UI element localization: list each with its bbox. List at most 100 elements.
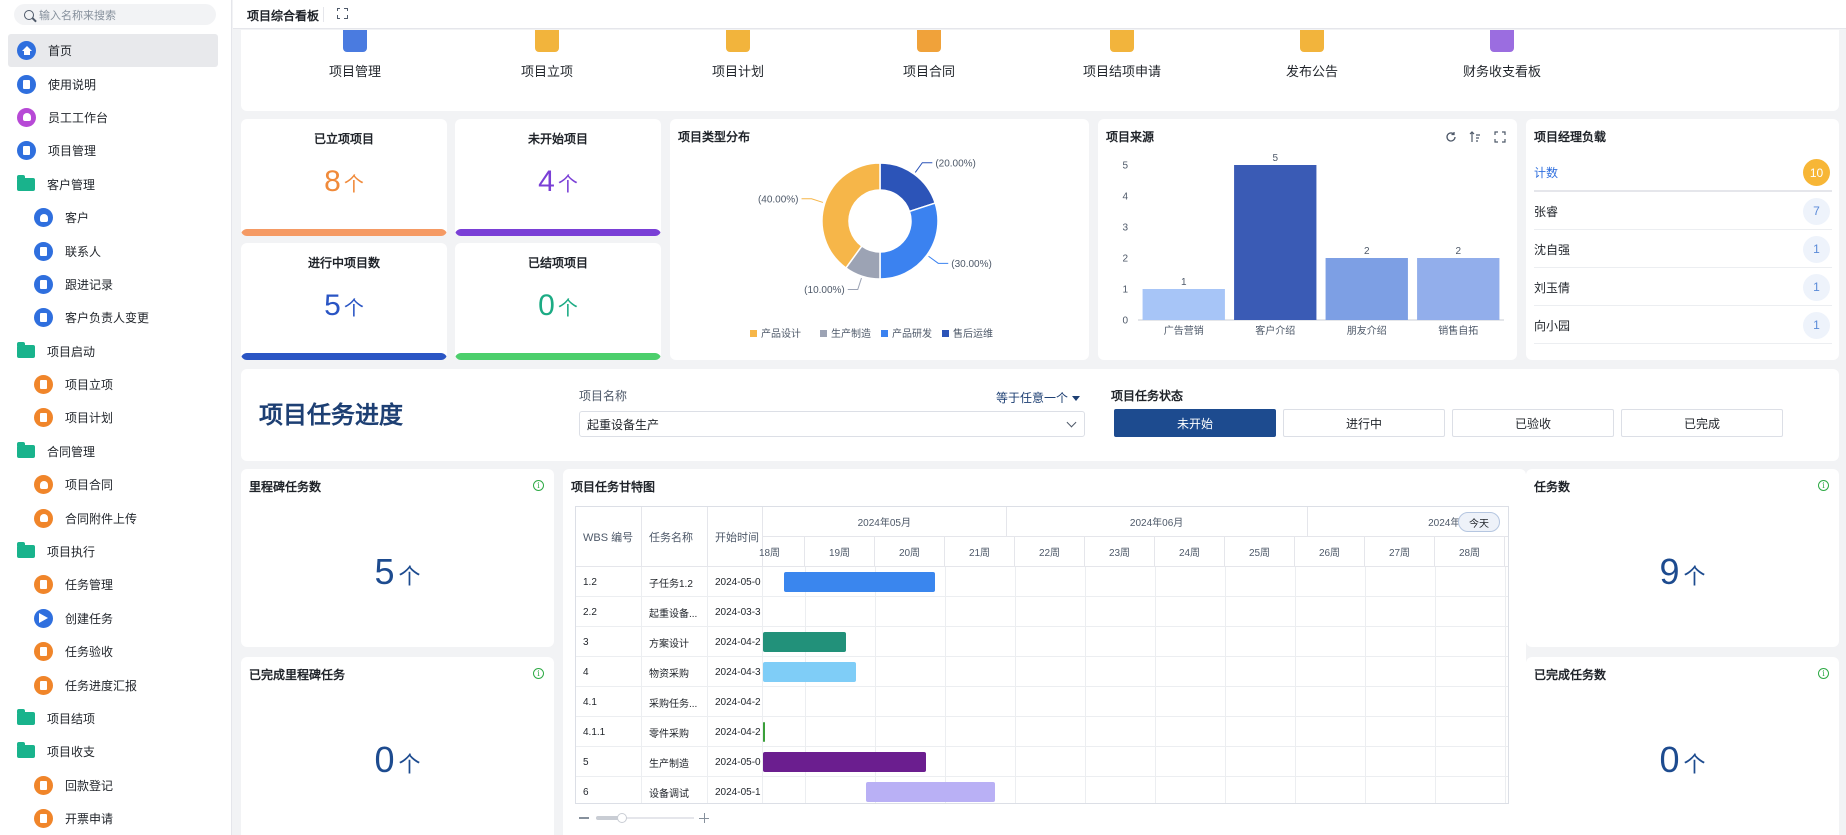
gantt-week-header: 23周 — [1085, 537, 1155, 567]
expand-icon[interactable] — [1494, 131, 1506, 143]
gantt-cell-wbs: 5 — [576, 747, 642, 777]
gantt-task-bar[interactable] — [763, 662, 857, 682]
zoom-slider[interactable] — [579, 812, 709, 824]
gantt-task-bar[interactable] — [763, 752, 927, 772]
sidebar-item[interactable]: 开票申请 — [0, 802, 232, 835]
label-leader-line — [914, 162, 933, 173]
sidebar-item[interactable]: 员工工作台 — [0, 101, 232, 134]
info-icon[interactable]: i — [533, 480, 544, 491]
sidebar-item[interactable]: 客户 — [0, 201, 232, 234]
manager-row[interactable]: 沈自强 1 — [1534, 231, 1832, 268]
quick-link[interactable]: 发布公告 — [1252, 30, 1372, 80]
sidebar-item[interactable]: 创建任务 — [0, 602, 232, 635]
fullscreen-icon[interactable] — [336, 7, 348, 19]
bar[interactable] — [1325, 258, 1408, 320]
sidebar-item-label: 客户 — [65, 211, 90, 226]
legend-label[interactable]: 售后运维 — [953, 327, 993, 340]
gantt-row[interactable]: 3 方案设计 2024-04-2 — [576, 627, 763, 657]
sidebar-item[interactable]: 跟进记录 — [0, 268, 232, 301]
stat-title: 进行中项目数 — [307, 256, 380, 270]
info-icon[interactable]: i — [1818, 480, 1829, 491]
manager-row[interactable]: 向小园 1 — [1534, 307, 1832, 344]
sidebar-item[interactable]: 项目收支 — [0, 735, 232, 768]
gantt-task-bar[interactable] — [784, 572, 935, 592]
sidebar-item-label: 项目收支 — [47, 745, 96, 760]
manager-count: 1 — [1803, 235, 1830, 263]
info-icon[interactable]: i — [1818, 668, 1829, 679]
pie-slice[interactable] — [879, 162, 937, 213]
legend-label[interactable]: 生产制造 — [831, 327, 871, 340]
pie-slice[interactable] — [879, 202, 939, 280]
gantt-task-bar[interactable] — [763, 632, 846, 652]
gantt-row[interactable]: 4.1 采购任务... 2024-04-2 — [576, 687, 763, 717]
quick-link-icon — [1300, 30, 1324, 52]
manager-count: 7 — [1803, 197, 1830, 225]
zoom-out-icon[interactable] — [579, 817, 589, 819]
sort-icon[interactable] — [1469, 131, 1481, 143]
gantt-row[interactable]: 1.2 子任务1.2 2024-05-0 — [576, 567, 763, 597]
gantt-week-header: 18周 — [735, 537, 805, 567]
bar[interactable] — [1417, 258, 1500, 320]
sidebar-item[interactable]: 项目立项 — [0, 368, 232, 401]
sidebar-item[interactable]: 任务进度汇报 — [0, 668, 232, 701]
document-icon — [34, 809, 53, 829]
sidebar-item[interactable]: 使用说明 — [0, 67, 232, 100]
sidebar-item[interactable]: 客户管理 — [0, 168, 232, 201]
quick-link[interactable]: 项目立项 — [487, 30, 607, 80]
sidebar-item[interactable]: 项目执行 — [0, 535, 232, 568]
status-button[interactable]: 已验收 — [1452, 409, 1614, 437]
status-button[interactable]: 已完成 — [1621, 409, 1783, 437]
gantt-row[interactable]: 6 设备调试 2024-05-1 — [576, 777, 763, 803]
sidebar-item[interactable]: 任务管理 — [0, 568, 232, 601]
zoom-handle[interactable] — [617, 813, 627, 823]
sidebar-item[interactable]: 首页 — [8, 34, 218, 68]
quick-link[interactable]: 项目管理 — [295, 30, 415, 80]
quick-link[interactable]: 项目结项申请 — [1062, 30, 1182, 80]
sidebar-item-label: 项目立项 — [65, 378, 114, 393]
today-button[interactable]: 今天 — [1458, 512, 1500, 532]
quick-link[interactable]: 项目计划 — [678, 30, 798, 80]
sidebar-item[interactable]: 回款登记 — [0, 769, 232, 802]
zoom-track[interactable] — [596, 817, 694, 819]
sidebar-item[interactable]: 项目合同 — [0, 468, 232, 501]
gantt-task-bar[interactable] — [763, 722, 766, 742]
quick-link[interactable]: 财务收支看板 — [1442, 30, 1562, 80]
manager-row[interactable]: 刘玉倩 1 — [1534, 269, 1832, 306]
sidebar-item[interactable]: 项目启动 — [0, 335, 232, 368]
gantt-cell-name: 生产制造 — [642, 747, 708, 777]
zoom-in-icon[interactable] — [699, 813, 709, 823]
quick-link-icon — [343, 30, 367, 52]
bar[interactable] — [1234, 165, 1317, 320]
legend-label[interactable]: 产品设计 — [761, 327, 801, 340]
gantt-row[interactable]: 5 生产制造 2024-05-0 — [576, 747, 763, 777]
refresh-icon[interactable] — [1445, 131, 1457, 143]
manager-row[interactable]: 张睿 7 — [1534, 193, 1832, 230]
gantt-grid-line — [1295, 567, 1296, 803]
sidebar-item[interactable]: 项目计划 — [0, 401, 232, 434]
sidebar-item[interactable]: 项目管理 — [0, 134, 232, 167]
sidebar-item[interactable]: 客户负责人变更 — [0, 301, 232, 334]
sidebar-item[interactable]: 任务验收 — [0, 635, 232, 668]
sidebar-item[interactable]: 合同附件上传 — [0, 501, 232, 534]
status-button[interactable]: 未开始 — [1114, 409, 1276, 437]
gantt-grid-line — [1085, 567, 1086, 803]
pie-slice[interactable] — [821, 162, 881, 269]
status-button[interactable]: 进行中 — [1283, 409, 1445, 437]
project-select[interactable]: 起重设备生产 — [579, 411, 1085, 437]
gantt-row[interactable]: 4.1.1 零件采购 2024-04-2 — [576, 717, 763, 747]
gantt-row[interactable]: 2.2 起重设备... 2024-03-3 — [576, 597, 763, 627]
quick-link[interactable]: 项目合同 — [869, 30, 989, 80]
legend-label[interactable]: 产品研发 — [892, 327, 932, 340]
gantt-row[interactable]: 4 物资采购 2024-04-3 — [576, 657, 763, 687]
stat-bar — [455, 229, 661, 236]
search-input[interactable]: 输入名称来搜索 — [14, 4, 216, 25]
sidebar-item[interactable]: 联系人 — [0, 234, 232, 267]
info-icon[interactable]: i — [533, 668, 544, 679]
bar[interactable] — [1142, 289, 1225, 320]
gantt-task-bar[interactable] — [865, 782, 996, 802]
legend-swatch — [881, 330, 888, 337]
filter-operator-dropdown[interactable]: 等于任意一个 — [996, 389, 1081, 406]
sidebar-item[interactable]: 合同管理 — [0, 435, 232, 468]
sidebar-item[interactable]: 项目结项 — [0, 702, 232, 735]
